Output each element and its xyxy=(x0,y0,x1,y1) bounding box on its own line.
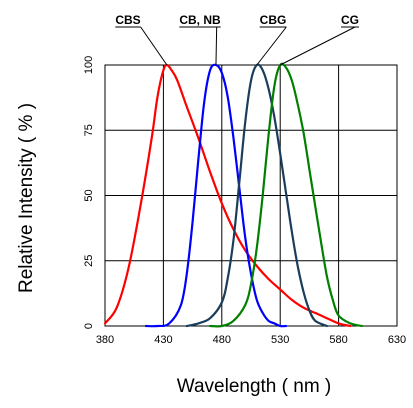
y-tick-label: 50 xyxy=(83,189,95,201)
curve-callouts: CBS CB, NB CBG CG xyxy=(115,13,359,66)
leader-line xyxy=(215,26,218,66)
x-tick-label: 530 xyxy=(271,334,289,346)
series-lines xyxy=(103,62,364,328)
tick-labels: 380 430 480 530 580 630 0 25 50 75 100 xyxy=(83,56,406,346)
series-line-3 xyxy=(209,62,364,328)
series-label-3: CG xyxy=(341,13,359,27)
x-axis-title: Wavelength ( nm ) xyxy=(177,376,332,397)
leader-line xyxy=(279,26,356,66)
y-axis-title: Relative Intensity ( % ) xyxy=(16,103,37,293)
leader-line xyxy=(256,26,287,66)
y-tick-label: 25 xyxy=(83,255,95,267)
y-tick-label: 100 xyxy=(83,56,95,74)
leader-line xyxy=(140,26,168,66)
series-label-0: CBS xyxy=(115,13,140,27)
series-label-2: CBG xyxy=(260,13,287,27)
series-line-2 xyxy=(185,63,328,328)
x-tick-label: 380 xyxy=(96,334,114,346)
x-tick-label: 480 xyxy=(213,334,231,346)
x-tick-label: 430 xyxy=(154,334,172,346)
x-tick-label: 630 xyxy=(388,334,406,346)
x-tick-label: 580 xyxy=(329,334,347,346)
series-line-1 xyxy=(144,63,288,328)
series-line-0 xyxy=(103,63,352,328)
y-tick-label: 75 xyxy=(83,124,95,136)
y-tick-label: 0 xyxy=(83,323,95,329)
series-label-1: CB, NB xyxy=(179,13,221,27)
plot-frame xyxy=(104,64,398,327)
